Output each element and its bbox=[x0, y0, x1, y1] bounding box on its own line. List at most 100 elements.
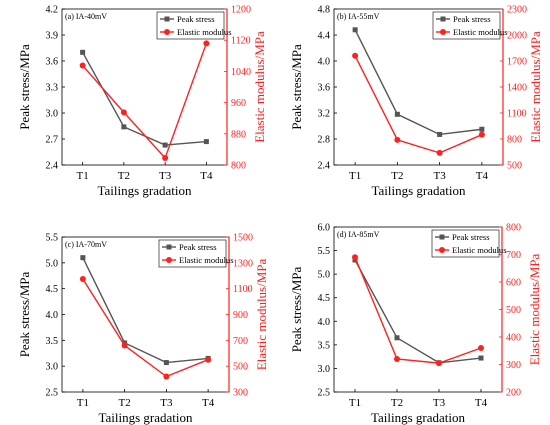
peak-stress-point bbox=[437, 131, 443, 137]
left-tick-label: 3.5 bbox=[318, 340, 331, 351]
left-tick-label: 4.8 bbox=[318, 5, 331, 16]
right-tick-label: 600 bbox=[506, 278, 521, 289]
elastic-modulus-point bbox=[436, 149, 443, 156]
peak-stress-point bbox=[394, 335, 400, 341]
elastic-modulus-line bbox=[82, 278, 209, 378]
x-tick-label: T1 bbox=[77, 170, 89, 182]
elastic-modulus-point bbox=[478, 131, 485, 138]
right-tick-label: 1100 bbox=[507, 109, 527, 120]
legend-entry: Elastic modulus bbox=[453, 27, 508, 37]
right-tick-label: 200 bbox=[506, 388, 521, 399]
left-tick-label: 2.5 bbox=[318, 388, 331, 399]
elastic-modulus-point bbox=[121, 342, 128, 349]
left-tick-label: 5.0 bbox=[46, 258, 59, 269]
elastic-modulus-line bbox=[354, 55, 483, 154]
x-tick-label: T2 bbox=[391, 397, 403, 409]
panel-label: (a) IA-40mV bbox=[65, 12, 107, 21]
left-tick-label: 2.4 bbox=[318, 161, 331, 172]
peak-stress-point bbox=[162, 142, 168, 148]
x-tick-label: T1 bbox=[349, 170, 361, 182]
legend-swatch-marker bbox=[439, 247, 445, 253]
legend-entry: Elastic modulus bbox=[177, 27, 232, 37]
left-tick-label: 5.5 bbox=[318, 246, 331, 257]
legend-swatch-marker bbox=[440, 16, 446, 22]
legend-entry: Peak stress bbox=[179, 242, 217, 252]
right-tick-label: 1200 bbox=[231, 5, 251, 16]
right-tick-label: 700 bbox=[506, 250, 521, 261]
legend-entry: Elastic modulus bbox=[452, 245, 507, 255]
left-tick-label: 4.5 bbox=[46, 284, 59, 295]
right-tick-label: 2000 bbox=[507, 31, 527, 42]
peak-stress-point bbox=[121, 124, 127, 130]
left-tick-label: 3.5 bbox=[46, 336, 59, 347]
left-tick-label: 4.0 bbox=[318, 317, 331, 328]
x-tick-label: T3 bbox=[159, 170, 172, 182]
legend-swatch-marker bbox=[166, 244, 172, 250]
legend-entry: Elastic modulus bbox=[179, 255, 234, 265]
y-axis-title-left: Peak stress/MPa bbox=[17, 44, 32, 130]
x-axis-title: Tailings gradation bbox=[371, 183, 466, 198]
peak-stress-point bbox=[394, 111, 400, 117]
peak-stress-line bbox=[354, 29, 482, 136]
peak-stress-point bbox=[479, 126, 485, 132]
right-tick-label: 800 bbox=[507, 135, 522, 146]
x-tick-label: T2 bbox=[119, 397, 131, 409]
y-axis-title-right: Elastic modulus/MPa bbox=[254, 258, 269, 370]
x-tick-label: T4 bbox=[200, 170, 213, 182]
right-tick-label: 900 bbox=[233, 310, 248, 321]
peak-stress-point bbox=[352, 27, 358, 33]
left-tick-label: 2.7 bbox=[46, 135, 59, 146]
right-tick-label: 500 bbox=[507, 161, 522, 172]
left-tick-label: 3.2 bbox=[318, 109, 331, 120]
peak-stress-point bbox=[203, 139, 209, 145]
x-tick-label: T4 bbox=[476, 170, 489, 182]
left-tick-label: 5.0 bbox=[318, 270, 331, 281]
x-axis-title: Tailings gradation bbox=[98, 410, 193, 425]
right-tick-label: 2300 bbox=[507, 5, 527, 16]
y-axis-title-right: Elastic modulus/MPa bbox=[528, 31, 543, 143]
x-tick-label: T1 bbox=[77, 397, 89, 409]
right-tick-label: 1100 bbox=[233, 284, 253, 295]
left-tick-label: 2.4 bbox=[46, 161, 59, 172]
left-tick-label: 3.9 bbox=[46, 31, 59, 42]
elastic-modulus-line bbox=[354, 256, 482, 364]
legend-entry: Peak stress bbox=[177, 14, 215, 24]
x-tick-label: T2 bbox=[391, 170, 403, 182]
left-tick-label: 4.2 bbox=[46, 5, 59, 16]
x-tick-label: T3 bbox=[434, 170, 447, 182]
right-tick-label: 1040 bbox=[231, 67, 251, 78]
x-tick-label: T3 bbox=[160, 397, 173, 409]
left-tick-label: 4.5 bbox=[318, 293, 331, 304]
elastic-modulus-point bbox=[478, 345, 484, 351]
y-axis-title-left: Peak stress/MPa bbox=[289, 44, 304, 130]
elastic-modulus-point bbox=[352, 52, 359, 59]
legend-swatch-marker bbox=[164, 29, 170, 35]
right-tick-label: 700 bbox=[233, 336, 248, 347]
peak-stress-point bbox=[80, 49, 86, 55]
right-tick-label: 400 bbox=[506, 333, 521, 344]
chart-panel-3: 2.5 3.0 3.5 4.0 4.5 5.0 5.5 300 500 700 900 1100 130… bbox=[17, 233, 269, 425]
x-axis-title: Tailings gradation bbox=[97, 183, 192, 198]
right-tick-label: 880 bbox=[231, 129, 246, 140]
elastic-modulus-point bbox=[163, 373, 170, 380]
right-tick-label: 500 bbox=[233, 362, 248, 373]
elastic-modulus-point bbox=[352, 254, 358, 261]
peak-stress-line bbox=[82, 51, 207, 146]
peak-stress-line bbox=[82, 257, 209, 364]
x-tick-label: T4 bbox=[475, 397, 488, 409]
peak-stress-point bbox=[163, 360, 169, 366]
peak-stress-point bbox=[478, 355, 484, 361]
x-axis-title: Tailings gradation bbox=[371, 410, 466, 425]
right-tick-label: 1700 bbox=[507, 57, 527, 68]
panel-label: (b) IA-55mV bbox=[337, 12, 380, 21]
peak-stress-line bbox=[354, 259, 482, 364]
right-tick-label: 800 bbox=[231, 161, 246, 172]
panel-label: (c) IA-70mV bbox=[65, 240, 107, 249]
legend-swatch-marker bbox=[439, 234, 445, 240]
y-axis-title-left: Peak stress/MPa bbox=[289, 266, 304, 352]
right-tick-label: 300 bbox=[506, 360, 521, 371]
right-tick-label: 1120 bbox=[231, 36, 251, 47]
left-tick-label: 4.0 bbox=[46, 310, 59, 321]
right-tick-label: 1500 bbox=[233, 233, 253, 244]
